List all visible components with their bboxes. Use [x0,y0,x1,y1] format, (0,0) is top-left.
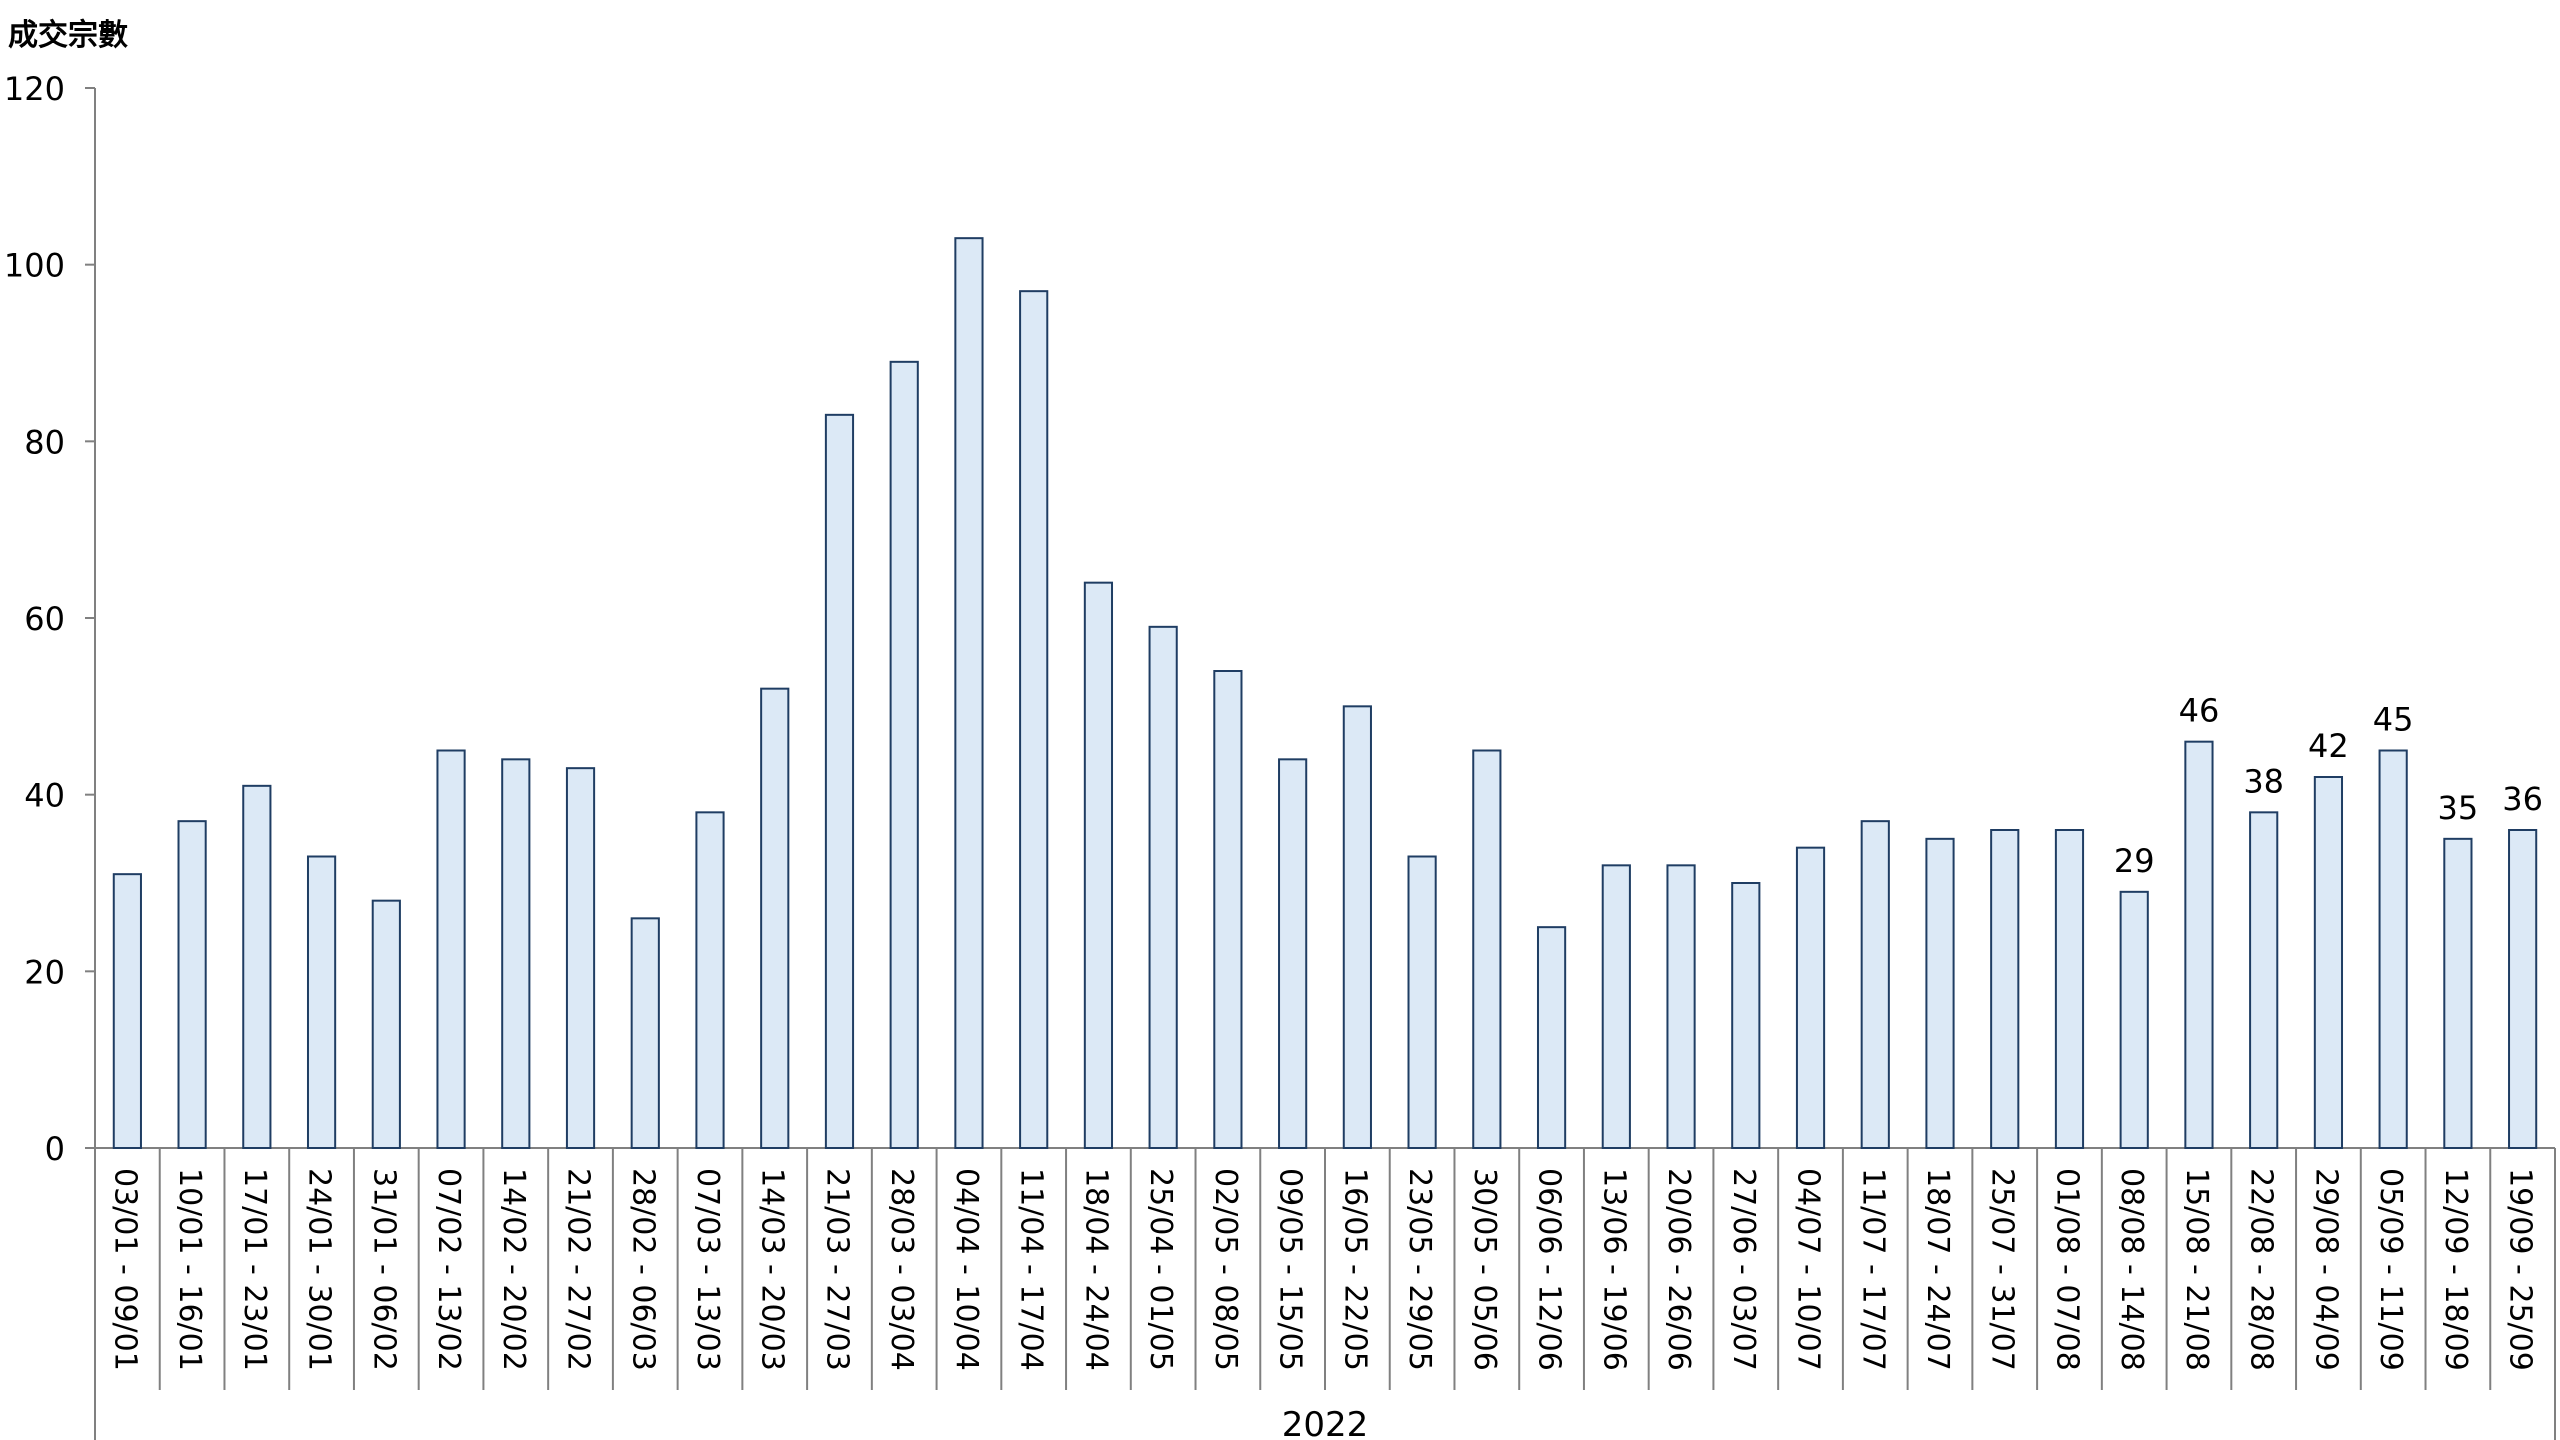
x-tick-label: 08/08 - 14/08 [2114,1168,2149,1371]
x-tick-label: 24/01 - 30/01 [302,1168,337,1371]
y-tick-label: 80 [24,423,65,461]
x-tick-label: 25/07 - 31/07 [1985,1168,2020,1371]
x-tick-label: 09/05 - 15/05 [1273,1168,1308,1371]
data-label: 38 [2243,762,2284,800]
x-tick-label: 13/06 - 19/06 [1596,1168,1631,1371]
x-tick-label: 03/01 - 09/01 [107,1168,142,1371]
bar [954,237,984,1149]
x-tick-labels: 03/01 - 09/01 10/01 - 16/01 17/01 - 23/01 2… [107,1168,2537,1371]
bar [1925,837,1955,1149]
bar [565,767,596,1150]
x-tick-label: 11/04 - 17/04 [1014,1168,1049,1371]
bar [1342,705,1372,1149]
x-tick-label: 11/07 - 17/07 [1855,1168,1890,1371]
x-tick-label: 06/06 - 12/06 [1532,1168,1567,1371]
bars [112,237,2538,1150]
bar [2508,829,2538,1149]
bar [436,749,466,1149]
x-tick-label: 07/03 - 13/03 [690,1168,725,1371]
x-tick-label: 30/05 - 05/06 [1467,1168,1502,1371]
x-tick-label: 04/04 - 10/04 [949,1168,984,1371]
y-tick-label: 120 [4,70,65,108]
x-tick-label: 21/02 - 27/02 [561,1168,596,1371]
y-tick-label: 40 [24,777,65,815]
bar [1860,820,1890,1150]
x-tick-label: 07/02 - 13/02 [431,1168,466,1371]
x-tick-label: 25/04 - 01/05 [1143,1168,1178,1371]
x-tick-label: 18/07 - 24/07 [1920,1168,1955,1371]
bar [824,413,855,1150]
y-axis-title: 成交宗數 [8,18,128,53]
x-tick-label: 05/09 - 11/09 [2373,1168,2408,1371]
bar [1795,846,1826,1150]
x-tick-label: 20/06 - 26/06 [1661,1168,1696,1371]
bar [2054,829,2085,1149]
bar [1601,864,1631,1149]
bar [1213,670,1243,1149]
bar [695,811,725,1149]
bar [1990,829,2020,1149]
data-label: 36 [2502,780,2543,818]
x-tick-label: 04/07 - 10/07 [1791,1168,1826,1371]
x-tick-label: 12/09 - 18/09 [2438,1168,2473,1371]
x-tick-label: 27/06 - 03/07 [1726,1168,1761,1371]
x-tick-label: 15/08 - 21/08 [2179,1168,2214,1371]
x-tick-label: 02/05 - 08/05 [1208,1168,1243,1371]
bar [1407,855,1437,1149]
bar [889,360,919,1150]
bar [1083,581,1114,1149]
data-label: 35 [2438,789,2479,827]
bar [501,758,531,1149]
x-tick-label: 31/01 - 06/02 [366,1168,401,1371]
y-tick-label: 60 [24,600,65,638]
data-label: 46 [2179,692,2220,730]
bar [1731,882,1761,1149]
bar [306,855,337,1149]
bar [2443,837,2473,1149]
bar [2119,890,2149,1149]
bar [371,899,401,1150]
bar [2378,749,2408,1149]
bar [242,784,272,1149]
x-tick-label: 18/04 - 24/04 [1078,1168,1113,1371]
bar [630,917,660,1149]
x-tick-label: 23/05 - 29/05 [1402,1168,1437,1371]
y-tick-label: 100 [4,247,65,285]
x-tick-label: 19/09 - 25/09 [2503,1168,2538,1371]
bar [2184,740,2214,1150]
x-tick-label: 22/08 - 28/08 [2244,1168,2279,1371]
data-label: 29 [2114,842,2155,880]
x-tick-label: 28/03 - 03/04 [884,1168,919,1371]
x-tick-label: 17/01 - 23/01 [237,1168,272,1371]
x-tick-label: 29/08 - 04/09 [2308,1168,2343,1371]
x-tick-label: 21/03 - 27/03 [819,1168,854,1371]
x-tick-label: 10/01 - 16/01 [172,1168,207,1371]
bar [760,687,790,1150]
bar [1472,749,1502,1149]
bar [1019,290,1049,1149]
x-tick-label: 28/02 - 06/03 [625,1168,660,1371]
y-axis: 0 20 40 60 80 100 120 [4,70,96,1168]
bar [1666,864,1696,1149]
x-tick-label: 14/03 - 20/03 [755,1168,790,1371]
data-label: 42 [2308,727,2349,765]
x-tick-label: 16/05 - 22/05 [1337,1168,1372,1371]
x-group-label: 2022 [1282,1405,1369,1440]
y-tick-label: 20 [24,953,65,991]
data-labels: 29 46 38 42 45 35 36 [2114,692,2543,880]
bar [2313,776,2344,1149]
bar [1148,625,1178,1149]
x-tick-label: 01/08 - 07/08 [2049,1168,2084,1371]
bar [1536,926,1567,1150]
x-tick-label: 14/02 - 20/02 [496,1168,531,1371]
bar [112,873,142,1150]
bar [177,820,207,1150]
y-tick-label: 0 [45,1130,65,1168]
data-label: 45 [2373,701,2414,739]
bar [1278,758,1308,1149]
bar [2249,811,2279,1149]
